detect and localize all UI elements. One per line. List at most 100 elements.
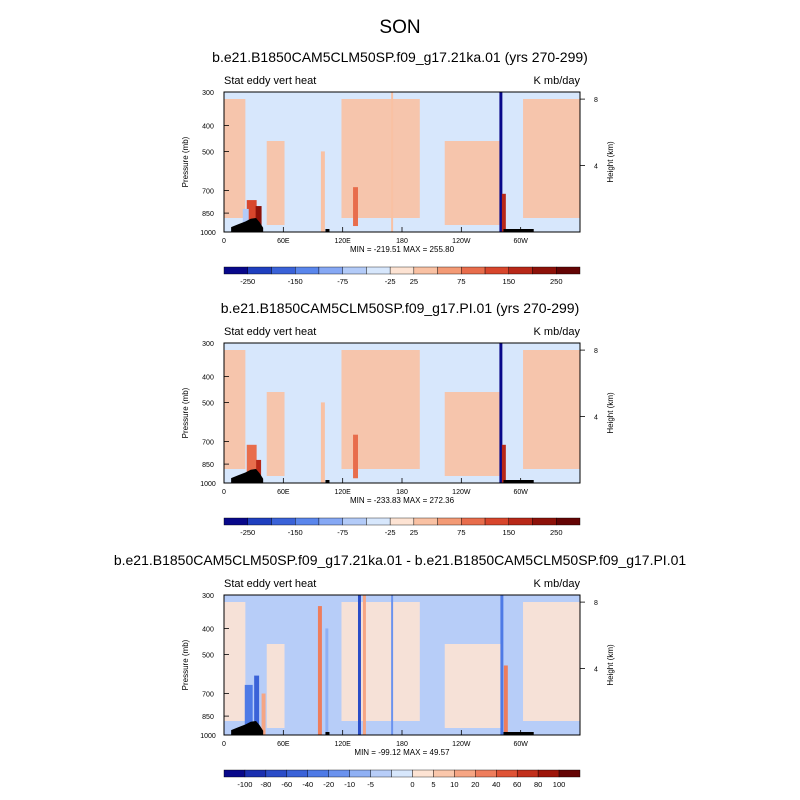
colorbar-label: -75 [337, 277, 348, 286]
x-tick-label: 120E [334, 489, 351, 496]
colorbar-swatch [342, 266, 367, 275]
colorbar-label: 25 [410, 277, 418, 286]
colorbar-swatch [558, 769, 581, 778]
colorbar-label: 80 [534, 780, 542, 789]
topography [503, 480, 534, 483]
field-feature [244, 684, 253, 735]
colorbar-swatch [307, 769, 329, 778]
x-tick-label: 120W [452, 741, 471, 748]
colorbar-label: -250 [240, 528, 255, 537]
colorbar-label: 75 [457, 528, 465, 537]
colorbar-label: 10 [450, 780, 458, 789]
x-tick-label: 0 [222, 238, 226, 245]
colorbar-swatch [496, 769, 518, 778]
colorbar-label: -40 [302, 780, 313, 789]
colorbar-swatch [389, 266, 415, 275]
colorbar-swatch [244, 769, 267, 778]
x-tick-label: 0 [222, 489, 226, 496]
field-region [523, 350, 580, 469]
colorbar-swatch [412, 769, 434, 778]
colorbar-swatch [461, 266, 486, 275]
field-feature [320, 151, 325, 232]
field-feature [501, 193, 506, 232]
min-max-label: MIN = -233.83 MAX = 272.36 [350, 496, 455, 505]
topography [503, 229, 534, 232]
x-tick-label: 60E [277, 489, 290, 496]
topography [325, 480, 330, 483]
field-region [224, 99, 246, 218]
y-tick-label: 850 [202, 211, 214, 218]
colorbar-label: 5 [431, 780, 435, 789]
x-tick-label: 60W [513, 238, 528, 245]
field-feature [242, 208, 249, 232]
colorbar-swatch [437, 517, 462, 526]
y-right-tick-label: 8 [594, 97, 598, 104]
colorbar-swatch [295, 266, 320, 275]
topography [231, 469, 264, 483]
field-region [341, 602, 420, 721]
colorbar-swatch [484, 266, 510, 275]
y-right-tick-label: 4 [594, 415, 598, 422]
y-tick-label: 400 [202, 123, 214, 130]
colorbar-swatch [532, 517, 557, 526]
colorbar-swatch [454, 769, 476, 778]
y-right-tick-label: 4 [594, 164, 598, 171]
colorbar-swatch [295, 517, 320, 526]
colorbar-label: 20 [471, 780, 479, 789]
colorbar-label: 150 [503, 528, 516, 537]
y-tick-label: 300 [202, 90, 214, 97]
colorbar-label: -60 [281, 780, 292, 789]
colorbar-label: 150 [503, 277, 516, 286]
field-feature [499, 92, 503, 232]
y-right-tick-label: 4 [594, 667, 598, 674]
y-tick-label: 300 [202, 341, 214, 348]
field-feature [317, 606, 322, 735]
colorbar-swatch [556, 517, 581, 526]
y-tick-label: 300 [202, 593, 214, 600]
colorbar-label: -100 [237, 780, 252, 789]
field-feature [246, 444, 257, 483]
y-tick-label: 700 [202, 189, 214, 196]
colorbar-label: 60 [513, 780, 521, 789]
x-tick-label: 180 [396, 238, 408, 245]
field-feature [353, 187, 358, 227]
y-tick-label: 1000 [200, 230, 216, 237]
colorbar-swatch [516, 769, 539, 778]
colorbar-label: 40 [492, 780, 500, 789]
field-region [523, 602, 580, 721]
panel-left-label: Stat eddy vert heat [224, 578, 316, 590]
y-tick-label: 400 [202, 626, 214, 633]
field-region [266, 141, 285, 225]
colorbar-label: -150 [288, 528, 303, 537]
field-region [444, 392, 502, 476]
x-tick-label: 120W [452, 489, 471, 496]
y-tick-label: 700 [202, 692, 214, 699]
field-region [224, 350, 246, 469]
y-tick-label: 500 [202, 652, 214, 659]
topography [231, 218, 264, 232]
x-tick-label: 120E [334, 741, 351, 748]
field-feature [320, 402, 325, 483]
x-tick-label: 60E [277, 741, 290, 748]
y-right-tick-label: 8 [594, 348, 598, 355]
x-tick-label: 60W [513, 489, 528, 496]
colorbar-swatch [286, 769, 308, 778]
panel-left-label: Stat eddy vert heat [224, 75, 316, 87]
colorbar-swatch [342, 517, 367, 526]
y-right-tick-label: 8 [594, 600, 598, 607]
colorbar-swatch [271, 266, 296, 275]
panel-1: b.e21.B1850CAM5CLM50SP.f09_g17.21ka.01 (… [181, 49, 615, 286]
field-feature [325, 628, 329, 735]
colorbar-label: 250 [550, 277, 563, 286]
field-feature [357, 595, 361, 735]
colorbar-label: -25 [385, 528, 396, 537]
colorbar-swatch [532, 266, 557, 275]
colorbar-swatch [318, 517, 343, 526]
panel-2: b.e21.B1850CAM5CLM50SP.f09_g17.PI.01 (yr… [181, 300, 615, 537]
y-right-axis-label: Height (km) [606, 392, 615, 434]
colorbar-label: -10 [344, 780, 355, 789]
field-feature [255, 206, 262, 232]
field-region [266, 644, 285, 728]
topography [503, 732, 534, 735]
colorbar-label: -250 [240, 277, 255, 286]
